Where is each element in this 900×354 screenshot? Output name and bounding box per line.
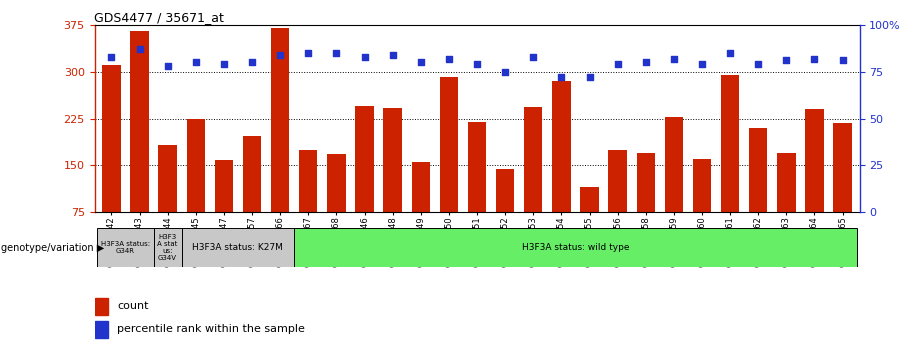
Point (470, 61, 484, 67)
Bar (186, 119, 205, 259)
Bar (271, 28, 289, 259)
Bar (553, 81, 571, 259)
Point (132, 46, 147, 52)
Point (638, 59, 652, 65)
Point (442, 56, 456, 61)
Text: percentile rank within the sample: percentile rank within the sample (117, 324, 305, 334)
Bar (215, 160, 233, 259)
Bar (806, 109, 824, 259)
Point (526, 54, 540, 59)
Bar (749, 128, 768, 259)
Point (273, 52, 287, 58)
Bar (383, 108, 401, 259)
Bar (524, 107, 543, 259)
Point (807, 56, 822, 61)
Bar (468, 122, 486, 259)
Point (189, 59, 203, 65)
Point (245, 59, 259, 65)
Point (751, 61, 765, 67)
Bar (411, 162, 430, 259)
Text: H3F3A status: K27M: H3F3A status: K27M (193, 243, 284, 252)
Text: H3F3A status: wild type: H3F3A status: wild type (522, 243, 629, 252)
Bar (356, 106, 373, 259)
Bar (833, 123, 851, 259)
Bar (103, 65, 121, 259)
Point (498, 69, 512, 74)
Point (835, 58, 850, 63)
Bar (97, 228, 154, 267)
Bar (636, 153, 655, 259)
Point (610, 61, 625, 67)
Bar (496, 169, 514, 259)
Bar (693, 159, 711, 259)
Text: H3F3
A stat
us:
G34V: H3F3 A stat us: G34V (158, 234, 178, 261)
Point (779, 58, 794, 63)
Bar (328, 154, 346, 259)
Bar (778, 153, 796, 259)
Point (554, 74, 569, 80)
Point (695, 61, 709, 67)
Point (217, 61, 231, 67)
Bar (94, 321, 108, 338)
Point (301, 50, 316, 56)
Bar (94, 298, 108, 314)
Point (582, 74, 597, 80)
Text: genotype/variation ▶: genotype/variation ▶ (1, 243, 104, 253)
Bar (154, 228, 182, 267)
Text: GDS4477 / 35671_at: GDS4477 / 35671_at (94, 11, 224, 24)
Bar (130, 31, 148, 259)
Point (160, 63, 175, 69)
Bar (608, 150, 626, 259)
Bar (440, 77, 458, 259)
Bar (243, 136, 261, 259)
Point (357, 54, 372, 59)
Bar (158, 145, 176, 259)
Text: count: count (117, 301, 148, 311)
Text: H3F3A status:
G34R: H3F3A status: G34R (101, 241, 150, 254)
Bar (182, 228, 294, 267)
Bar (665, 117, 683, 259)
Point (385, 52, 400, 58)
Point (667, 56, 681, 61)
Point (104, 54, 119, 59)
Bar (294, 228, 857, 267)
Point (329, 50, 344, 56)
Bar (721, 75, 739, 259)
Point (413, 59, 428, 65)
Bar (580, 187, 598, 259)
Point (723, 50, 737, 56)
Bar (299, 150, 318, 259)
